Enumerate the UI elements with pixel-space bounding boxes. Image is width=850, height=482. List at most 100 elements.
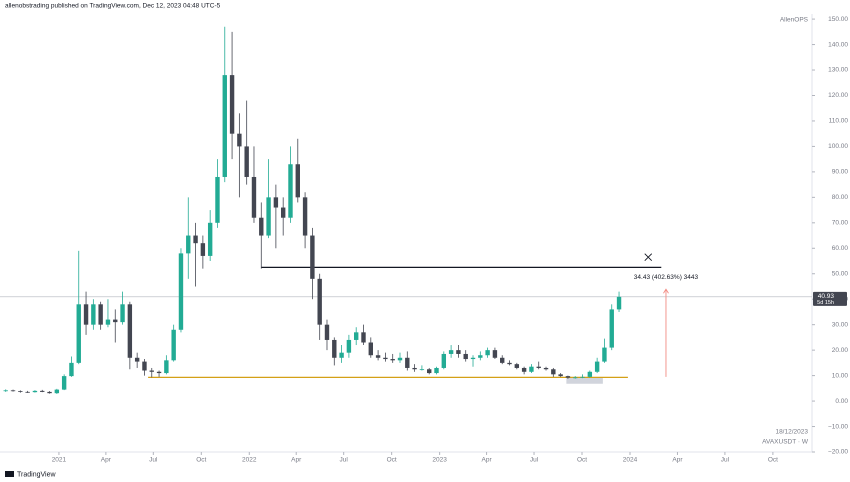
candle-body bbox=[500, 357, 505, 363]
y-tick-label: 140.00 bbox=[828, 41, 848, 48]
annotations: 34.43 (402.63%) 3443 bbox=[0, 253, 812, 384]
brand: TradingView bbox=[17, 471, 56, 478]
candle-body bbox=[551, 369, 556, 375]
candle-body bbox=[98, 304, 103, 325]
y-tick-label: 90.00 bbox=[832, 169, 849, 176]
y-tick-label: −20.00 bbox=[828, 449, 848, 456]
candle-body bbox=[463, 353, 468, 360]
candle-body bbox=[280, 207, 286, 218]
candle-body bbox=[573, 377, 578, 379]
y-tick-label: 110.00 bbox=[829, 118, 849, 125]
candle-body bbox=[259, 217, 264, 236]
candle-body bbox=[543, 367, 549, 370]
highlight-box bbox=[566, 377, 603, 384]
candle-body bbox=[616, 296, 622, 310]
candle-body bbox=[514, 364, 520, 368]
candle-body bbox=[361, 332, 366, 343]
x-tick-label: 2022 bbox=[242, 457, 257, 464]
candle-body bbox=[412, 367, 417, 370]
measure-label: 34.43 (402.63%) 3443 bbox=[634, 274, 699, 281]
candle-body bbox=[295, 164, 300, 198]
candle-body bbox=[113, 319, 118, 323]
candle-body bbox=[164, 360, 169, 374]
countdown: 5d 15h bbox=[817, 300, 834, 306]
candle-body bbox=[69, 362, 74, 377]
y-tick-label: 80.00 bbox=[832, 194, 849, 201]
candles bbox=[3, 26, 622, 394]
candle-body bbox=[83, 304, 89, 325]
candle-body bbox=[229, 75, 235, 134]
candle-body bbox=[405, 357, 410, 368]
candle-body bbox=[76, 304, 81, 363]
x-tick-label: 2023 bbox=[432, 457, 447, 464]
x-tick-label: Oct bbox=[577, 457, 587, 464]
candle-body bbox=[375, 355, 381, 358]
candle-body bbox=[317, 278, 322, 325]
y-tick-label: 130.00 bbox=[828, 67, 848, 74]
symbol: AVAXUSDT · W bbox=[762, 439, 809, 446]
candle-body bbox=[492, 350, 498, 358]
candle-body bbox=[353, 332, 359, 340]
y-tick-label: 30.00 bbox=[832, 321, 849, 328]
date-label: 18/12/2023 bbox=[775, 429, 808, 436]
candle-body bbox=[368, 342, 373, 356]
candle-body bbox=[273, 197, 279, 208]
candle-body bbox=[587, 371, 593, 377]
candle-body bbox=[91, 304, 96, 325]
candle-body bbox=[171, 329, 176, 361]
x-tick-label: Jul bbox=[149, 457, 158, 464]
candle-body bbox=[178, 253, 184, 330]
candle-body bbox=[419, 369, 425, 371]
candle-body bbox=[10, 390, 16, 392]
candle-body bbox=[186, 235, 191, 254]
measure-arrowhead bbox=[663, 288, 669, 294]
candle-body bbox=[193, 235, 198, 244]
x-tick-label: 2021 bbox=[52, 457, 67, 464]
y-tick-label: 20.00 bbox=[832, 347, 849, 354]
brand-logo: TradingView bbox=[5, 471, 56, 478]
candle-body bbox=[142, 361, 147, 371]
candle-body bbox=[149, 370, 154, 372]
candle-body bbox=[594, 361, 600, 372]
candle-body bbox=[156, 371, 162, 374]
candle-body bbox=[237, 133, 242, 147]
candle-body bbox=[105, 319, 111, 325]
candle-body bbox=[397, 357, 403, 361]
candle-body bbox=[134, 357, 140, 362]
candle-body bbox=[536, 366, 541, 368]
y-tick-label: −10.00 bbox=[828, 423, 848, 430]
x-tick-label: Oct bbox=[768, 457, 778, 464]
watermark: AllenOPS bbox=[780, 17, 809, 24]
x-tick-label: Jul bbox=[340, 457, 349, 464]
candle-body bbox=[207, 222, 213, 256]
candle-body bbox=[266, 197, 271, 236]
candle-body bbox=[200, 243, 206, 256]
y-tick-label: 0.00 bbox=[835, 398, 848, 405]
candle-body bbox=[302, 197, 308, 236]
y-tick-label: 60.00 bbox=[832, 245, 849, 252]
x-tick-label: Apr bbox=[101, 457, 112, 464]
candle-body bbox=[127, 304, 133, 358]
candle-body bbox=[529, 366, 534, 372]
candle-body bbox=[427, 369, 432, 374]
y-tick-label: 10.00 bbox=[832, 372, 849, 379]
x-tick-label: Apr bbox=[291, 457, 302, 464]
candle-body bbox=[54, 389, 60, 394]
candle-body bbox=[565, 376, 571, 378]
y-tick-label: 50.00 bbox=[832, 270, 849, 277]
candle-body bbox=[478, 355, 483, 358]
y-tick-label: 120.00 bbox=[828, 92, 848, 99]
candle-body bbox=[324, 324, 330, 340]
candle-body bbox=[32, 390, 38, 393]
candle-body bbox=[3, 390, 8, 392]
candle-body bbox=[470, 357, 476, 360]
candle-body bbox=[507, 362, 512, 365]
y-tick-label: 150.00 bbox=[828, 16, 848, 23]
candle-body bbox=[215, 176, 220, 223]
candle-body bbox=[558, 374, 563, 377]
candle-body bbox=[456, 350, 461, 354]
logo-mark bbox=[5, 471, 14, 477]
